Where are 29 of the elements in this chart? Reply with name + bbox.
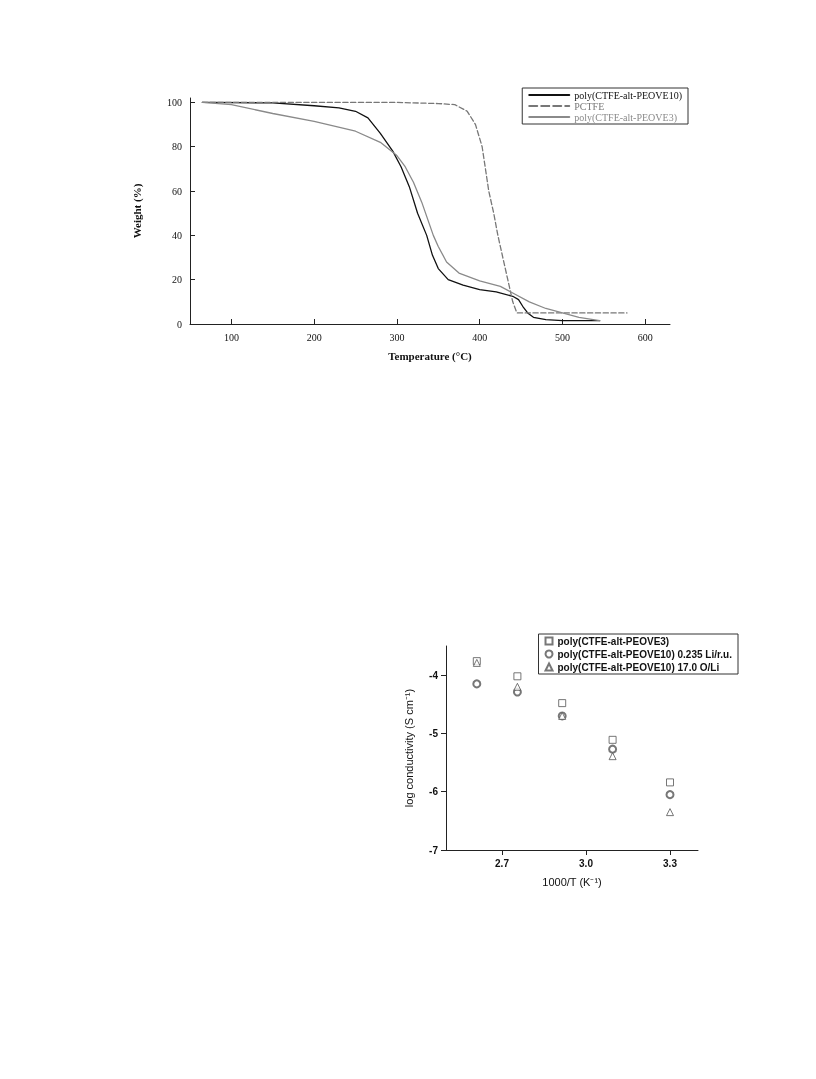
y-axis-title: Weight (%) [130,183,144,239]
y-axis-title: log conductivity (S cm⁻¹) [402,688,415,808]
legend-label: poly(CTFE-alt-PEOVE10) 17.0 O/Li [557,661,720,673]
x-axis-title: 1000/T (K⁻¹) [542,875,602,888]
x-tick-label: 300 [389,331,405,343]
y-tick-label: 100 [167,96,182,108]
y-tick-label: 80 [172,141,182,153]
x-tick-label: 100 [223,331,239,343]
x-tick-label: 500 [554,331,570,343]
y-tick-label: -7 [429,844,439,856]
legend-label: poly(CTFE-alt-PEOVE10) 0.235 Li/r.u. [557,648,733,660]
legend-label: PCTFE [574,100,605,112]
x-tick-label: 600 [637,331,653,343]
y-tick-label: -4 [429,669,439,681]
y-tick-label: 20 [172,274,182,286]
x-tick-label: 400 [472,331,488,343]
y-tick-label: -6 [429,786,439,798]
legend-label: poly(CTFE-alt-PEOVE3) [574,111,677,124]
legend-label: poly(CTFE-alt-PEOVE10) [574,89,682,102]
legend-label: poly(CTFE-alt-PEOVE3) [557,635,670,647]
y-tick-label: 0 [177,318,182,330]
y-tick-label: 60 [172,185,182,197]
y-tick-label: 40 [172,229,182,241]
x-tick-label: 200 [306,331,322,343]
x-axis-title: Temperature (°C) [388,349,473,363]
x-tick-label: 3.0 [579,857,594,869]
x-tick-label: 2.7 [495,857,510,869]
x-tick-label: 3.3 [663,857,678,869]
y-tick-label: -5 [429,727,439,739]
